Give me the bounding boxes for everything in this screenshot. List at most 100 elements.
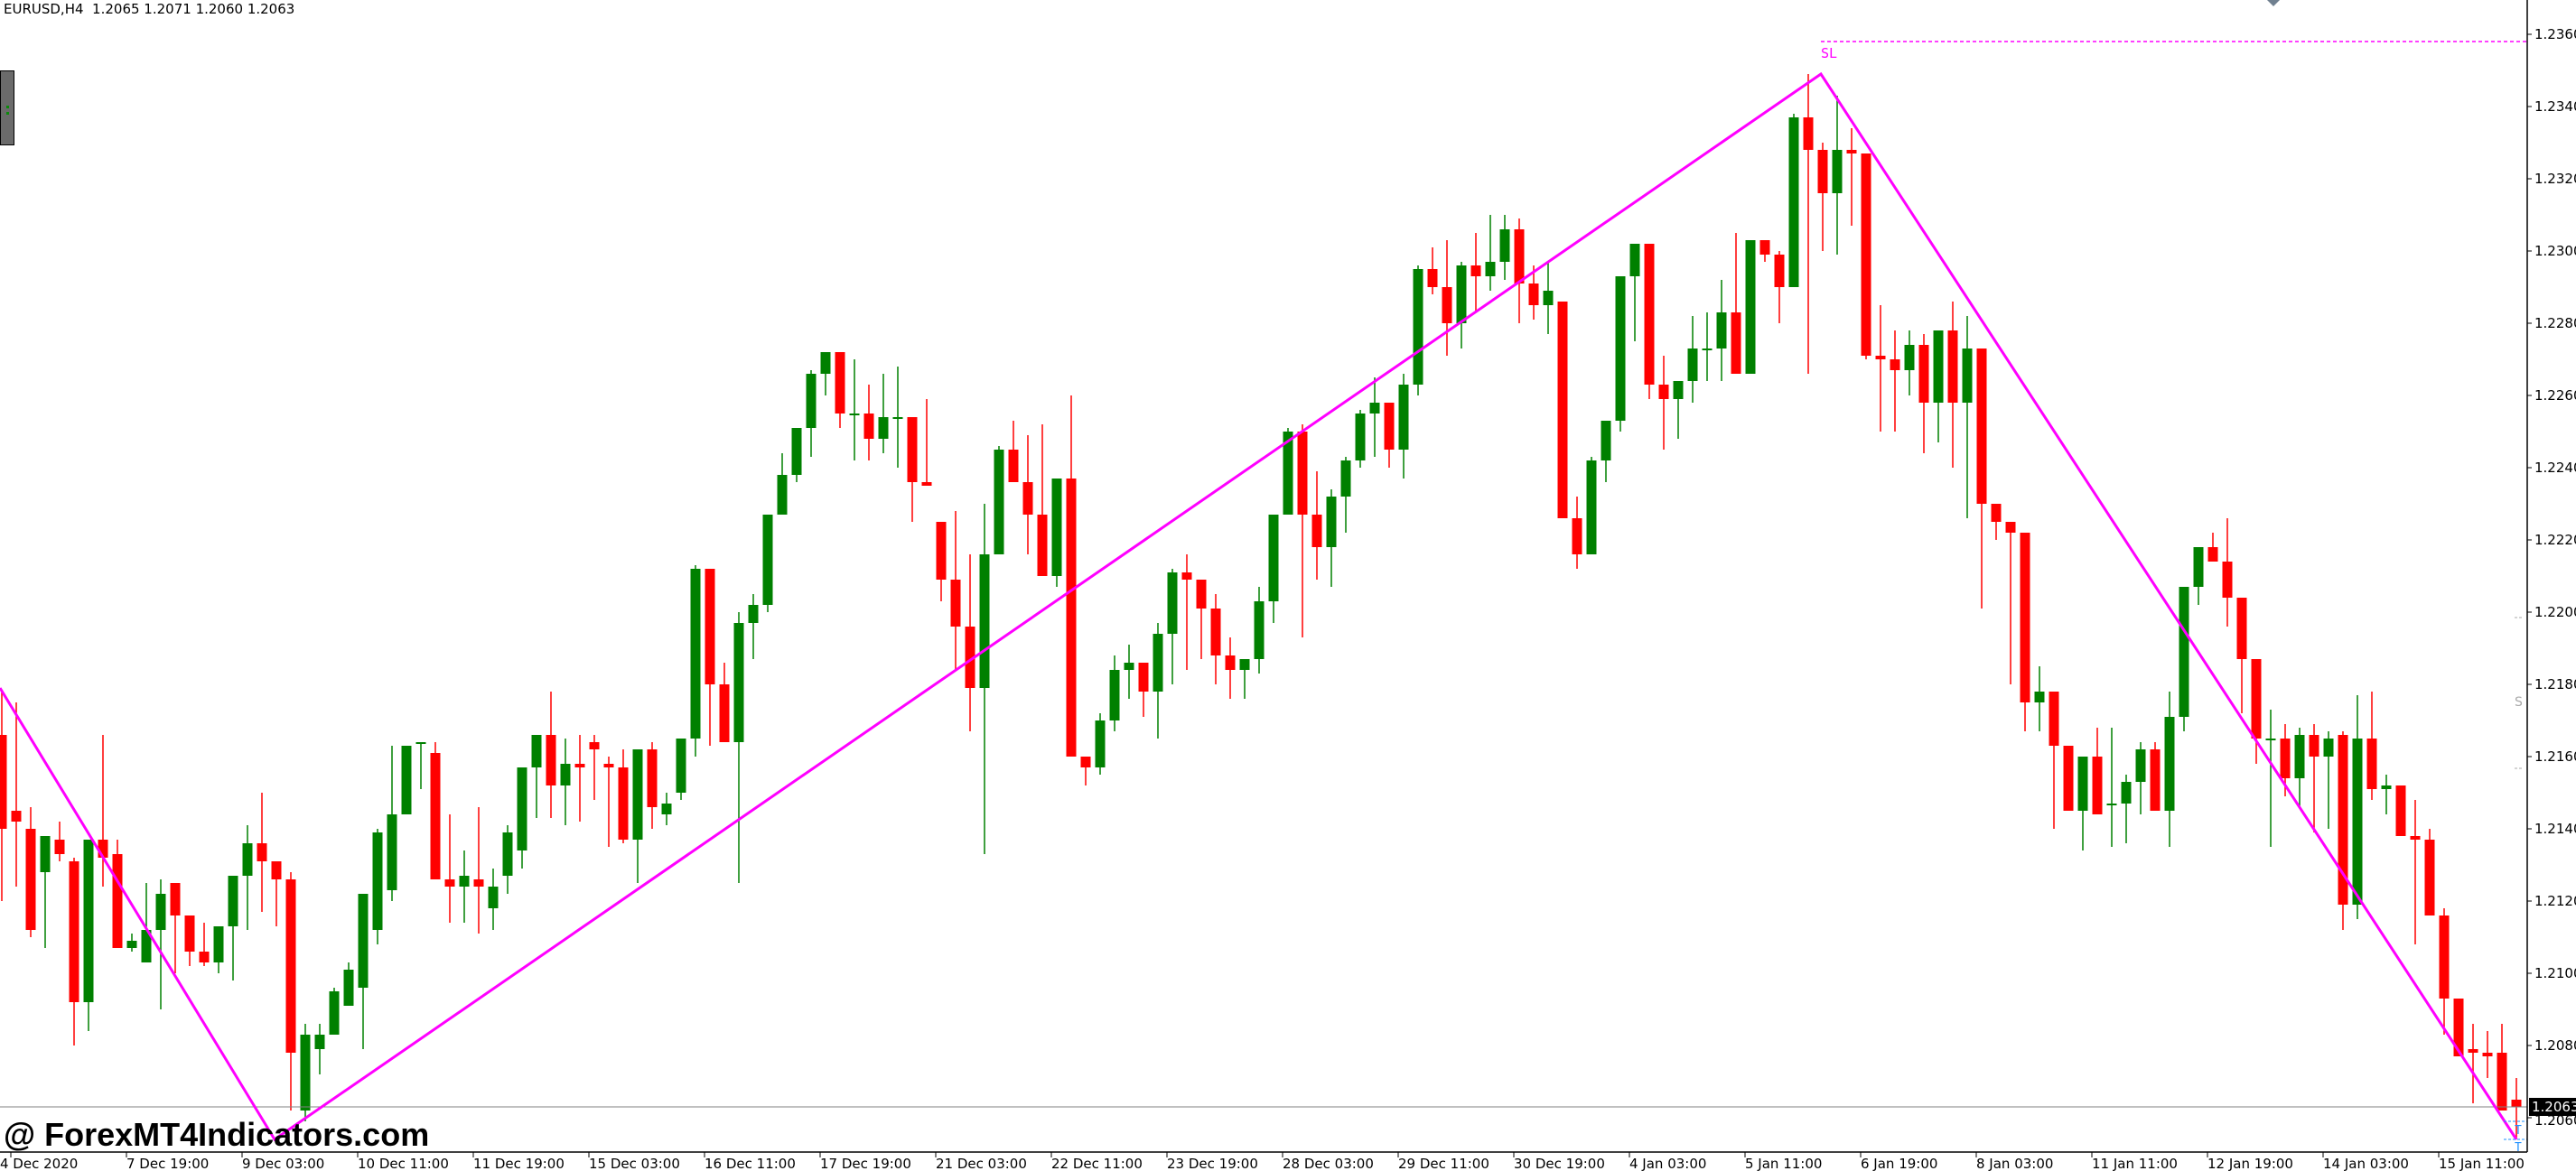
candle (1687, 316, 1698, 403)
candle (2511, 1078, 2522, 1139)
candle (2265, 710, 2276, 847)
candle (1239, 659, 1250, 699)
candle (1601, 421, 1611, 482)
time-tick-label: 5 Jan 11:00 (1745, 1156, 1822, 1171)
candle (835, 352, 845, 428)
candle (1051, 479, 1062, 587)
candle (1340, 457, 1351, 533)
candle (372, 829, 383, 944)
time-tick-label: 11 Dec 19:00 (473, 1156, 565, 1171)
candle (69, 858, 79, 1046)
time-tick-label: 9 Dec 03:00 (242, 1156, 324, 1171)
time-tick-label: 8 Jan 03:00 (1976, 1156, 2053, 1171)
chevron-down-icon[interactable] (2267, 0, 2280, 6)
candle (1066, 395, 1077, 757)
price-tick-label: 1.2360 (2534, 26, 2576, 42)
candle (1572, 497, 1582, 569)
candle (1427, 247, 1438, 294)
candle (2453, 999, 2464, 1056)
candle (603, 757, 614, 847)
candle (546, 692, 556, 818)
price-tick-label: 1.2100 (2534, 965, 2576, 981)
tp-marker: T T (2504, 1120, 2527, 1155)
stop-loss-label: SL (1821, 45, 1838, 61)
candle (719, 663, 730, 742)
candle (1254, 587, 1265, 674)
candle (2005, 522, 2016, 684)
time-tick-label: 10 Dec 11:00 (358, 1156, 449, 1171)
candle (285, 872, 296, 1111)
candle (1658, 356, 1669, 450)
candle (2352, 695, 2363, 919)
candle (1745, 240, 1756, 374)
candle (1543, 262, 1554, 334)
zigzag-line (0, 71, 2518, 1142)
candle (329, 988, 340, 1035)
candle (1369, 377, 1380, 457)
price-tick-label: 1.2300 (2534, 243, 2576, 259)
candle (1268, 515, 1279, 623)
candle (1037, 424, 1048, 576)
candle (733, 612, 744, 883)
candle (1586, 457, 1597, 554)
candle (2063, 746, 2074, 811)
candle (2468, 1024, 2478, 1103)
candle (950, 511, 961, 670)
candle (1846, 128, 1857, 226)
candle (2309, 724, 2319, 832)
candle (618, 749, 629, 843)
candle (1225, 637, 1236, 699)
candle (459, 850, 470, 923)
candle (1138, 663, 1149, 717)
candle (1095, 713, 1106, 775)
time-tick-label: 30 Dec 19:00 (1514, 1156, 1605, 1171)
candle (1861, 153, 1871, 359)
candle (1080, 757, 1091, 785)
candle (40, 836, 51, 948)
candle (1514, 218, 1525, 323)
candle (1124, 645, 1134, 699)
candle (2410, 800, 2421, 944)
candle (1716, 280, 1727, 381)
candle (517, 767, 527, 869)
candle (170, 883, 181, 973)
candle (849, 359, 860, 460)
price-tick-label: 1.2280 (2534, 315, 2576, 331)
candle (1890, 330, 1900, 432)
candle (1702, 312, 1713, 381)
candle (1673, 381, 1684, 439)
side-panel-handle[interactable] (0, 70, 14, 145)
candle (2395, 785, 2406, 836)
time-tick-label: 11 Jan 11:00 (2092, 1156, 2178, 1171)
candle (199, 923, 210, 966)
candle (1774, 251, 1785, 323)
candle (98, 735, 108, 887)
candle (401, 746, 412, 814)
chart-symbol-ohlc: EURUSD,H4 1.2065 1.2071 1.2060 1.2063 (4, 1, 295, 17)
candle (2338, 731, 2348, 930)
candle (343, 962, 354, 1006)
candle (1629, 244, 1640, 341)
candle (632, 749, 643, 883)
candle (777, 453, 788, 515)
candle (2135, 742, 2146, 814)
candle (806, 370, 817, 457)
candle (2294, 728, 2305, 807)
candle (2121, 775, 2132, 843)
candle (1832, 96, 1843, 255)
candle (1181, 554, 1192, 670)
price-tick-label: 1.2340 (2534, 98, 2576, 115)
time-tick-label: 21 Dec 03:00 (936, 1156, 1027, 1171)
candle (54, 822, 65, 861)
candle (1731, 233, 1741, 374)
price-tick-label: 1.2320 (2534, 171, 2576, 187)
candle (314, 1024, 325, 1074)
time-tick-label: 4 Jan 03:00 (1629, 1156, 1706, 1171)
time-tick-label: 14 Jan 03:00 (2323, 1156, 2409, 1171)
candle (2164, 692, 2175, 847)
candle (1904, 330, 1915, 395)
candle (257, 793, 267, 912)
candle (820, 352, 831, 395)
candle (1788, 114, 1799, 287)
